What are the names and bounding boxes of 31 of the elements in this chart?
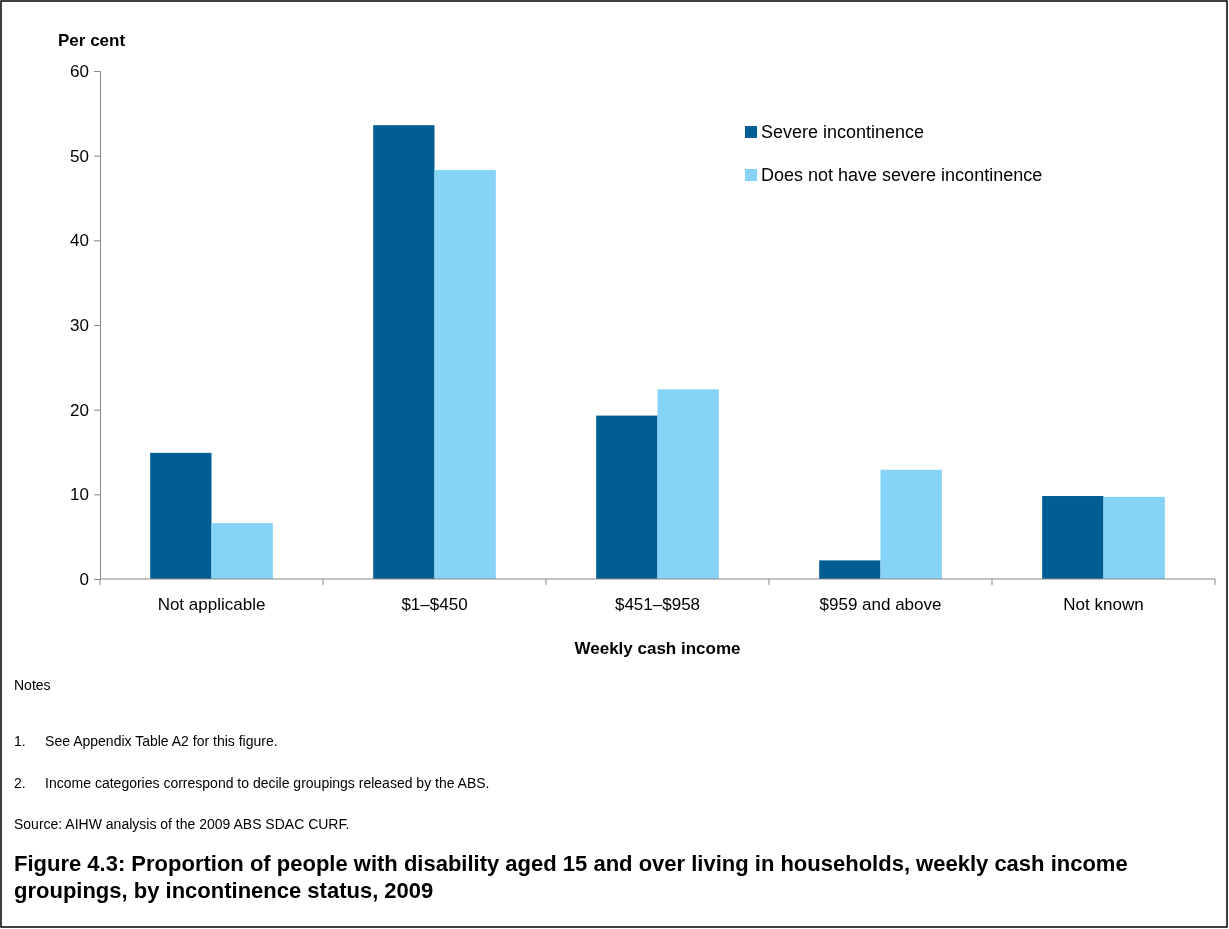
bar bbox=[1103, 496, 1165, 579]
bar bbox=[150, 452, 212, 579]
text: Figure 4.3: Proportion of people with disability aged 15 and over living in households, weekly cash income groupings, by incontinence status, 2009 bbox=[14, 851, 1128, 903]
text: 2. Income categories correspond to decile groupings released by the ABS. bbox=[14, 775, 490, 791]
y-tick-label: 30 bbox=[70, 315, 89, 335]
y-tick-label: 10 bbox=[70, 485, 89, 505]
y-tick-label: 20 bbox=[70, 400, 89, 420]
x-axis-title: Weekly cash income bbox=[574, 639, 741, 658]
y-tick-label: 60 bbox=[70, 61, 89, 81]
y-tick-label: 0 bbox=[79, 569, 89, 589]
bar bbox=[657, 389, 719, 579]
x-tick-label: $451–$958 bbox=[614, 595, 701, 614]
bar bbox=[373, 125, 435, 579]
bar bbox=[211, 523, 273, 579]
x-tick-label: $959 and above bbox=[819, 595, 942, 614]
legend-label: Severe incontinence bbox=[761, 122, 925, 142]
bar bbox=[1042, 496, 1104, 579]
y-tick-label: 50 bbox=[70, 146, 89, 166]
bar bbox=[596, 415, 658, 579]
x-tick-label: $1–$450 bbox=[401, 595, 468, 614]
bar bbox=[819, 560, 881, 579]
legend-label: Does not have severe incontinence bbox=[761, 165, 1043, 185]
y-tick-label: 40 bbox=[70, 231, 89, 251]
text: 1. See Appendix Table A2 for this figure. bbox=[14, 733, 278, 749]
bar bbox=[434, 170, 496, 579]
bar bbox=[880, 469, 942, 579]
source-note: Source: AIHW analysis of the 2009 ABS SDAC CURF. bbox=[14, 816, 350, 832]
x-tick-label: Not applicable bbox=[157, 595, 266, 614]
x-tick-label: Not known bbox=[1063, 595, 1144, 614]
y-axis-title: Per cent bbox=[58, 31, 126, 50]
text: Notes bbox=[14, 677, 51, 693]
